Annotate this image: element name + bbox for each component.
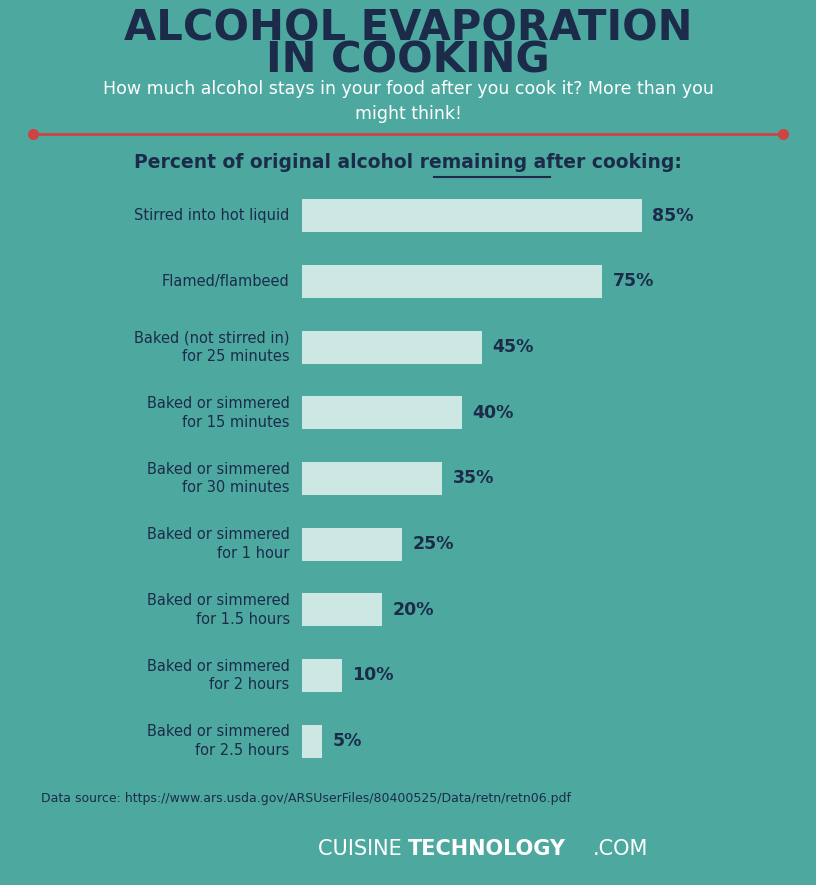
Text: Stirred into hot liquid: Stirred into hot liquid <box>135 208 290 223</box>
Bar <box>302 593 382 627</box>
Text: Percent of original alcohol remaining after cooking:: Percent of original alcohol remaining af… <box>134 153 682 172</box>
Text: Flamed/flambeed: Flamed/flambeed <box>162 274 290 289</box>
Text: Baked or simmered
for 1 hour: Baked or simmered for 1 hour <box>147 527 290 561</box>
Text: 25%: 25% <box>412 535 454 553</box>
Text: Baked or simmered
for 1.5 hours: Baked or simmered for 1.5 hours <box>147 593 290 627</box>
Bar <box>302 725 322 758</box>
Bar <box>302 396 462 429</box>
Text: TECHNOLOGY: TECHNOLOGY <box>408 839 566 859</box>
Text: Percent of original alcohol remaining after cooking:: Percent of original alcohol remaining af… <box>134 153 682 172</box>
Bar <box>302 199 641 232</box>
Bar <box>302 331 481 364</box>
Bar <box>302 462 442 495</box>
Text: .COM: .COM <box>593 839 649 859</box>
Text: Percent of original alcohol remaining after cooking:: Percent of original alcohol remaining af… <box>0 884 1 885</box>
Text: Baked or simmered
for 2.5 hours: Baked or simmered for 2.5 hours <box>147 724 290 758</box>
Text: 35%: 35% <box>452 469 494 488</box>
Text: Baked or simmered
for 2 hours: Baked or simmered for 2 hours <box>147 658 290 692</box>
Bar <box>302 527 401 560</box>
Text: IN COOKING: IN COOKING <box>266 40 550 82</box>
Text: 85%: 85% <box>652 207 694 225</box>
Text: Baked or simmered
for 15 minutes: Baked or simmered for 15 minutes <box>147 396 290 429</box>
Text: ALCOHOL EVAPORATION: ALCOHOL EVAPORATION <box>124 7 692 50</box>
Text: How much alcohol stays in your food after you cook it? More than you
might think: How much alcohol stays in your food afte… <box>103 81 713 123</box>
Text: 10%: 10% <box>353 666 394 684</box>
Text: CUISINE: CUISINE <box>317 839 408 859</box>
Bar <box>302 659 342 692</box>
Text: 75%: 75% <box>612 273 654 290</box>
Text: 5%: 5% <box>333 732 361 750</box>
Text: 20%: 20% <box>392 601 434 619</box>
Text: 40%: 40% <box>472 404 514 422</box>
Bar <box>302 265 602 298</box>
Text: Baked or simmered
for 30 minutes: Baked or simmered for 30 minutes <box>147 462 290 496</box>
Text: Data source: https://www.ars.usda.gov/ARSUserFiles/80400525/Data/retn/retn06.pdf: Data source: https://www.ars.usda.gov/AR… <box>41 792 571 804</box>
Text: Baked (not stirred in)
for 25 minutes: Baked (not stirred in) for 25 minutes <box>134 330 290 364</box>
Text: 45%: 45% <box>493 338 534 356</box>
